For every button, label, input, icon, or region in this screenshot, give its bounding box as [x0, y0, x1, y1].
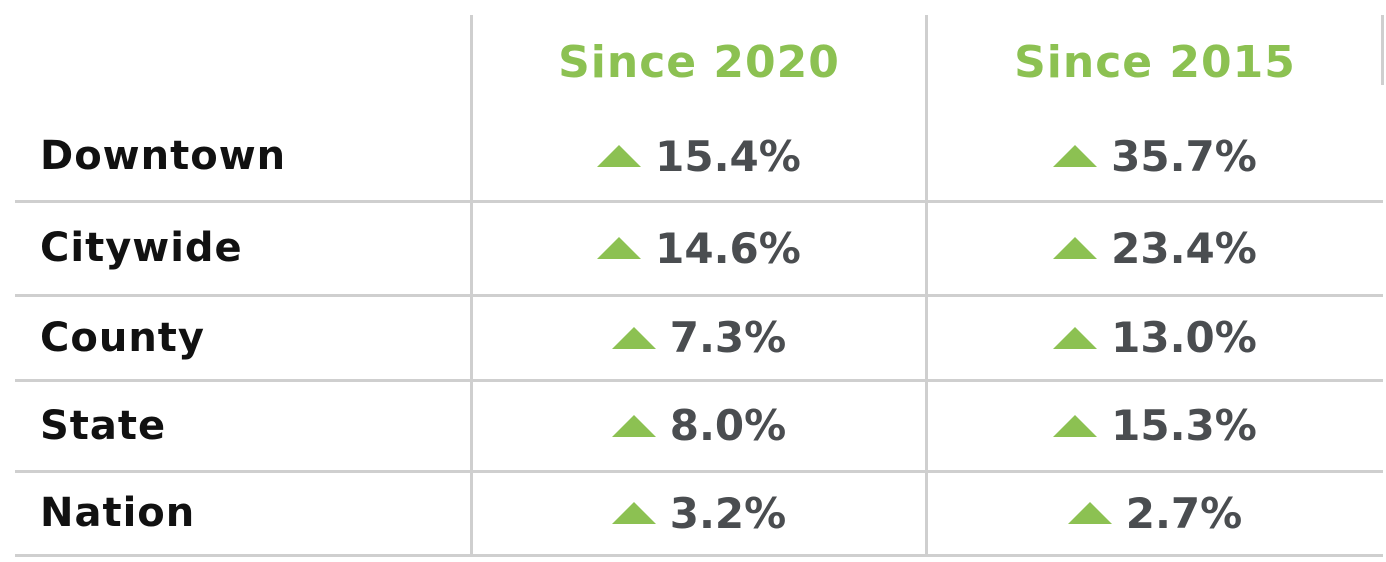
value-cell: 15.3% — [927, 381, 1383, 470]
up-arrow — [1067, 502, 1112, 524]
row-label: County — [40, 314, 205, 361]
value: 13.0% — [1111, 313, 1257, 362]
up-arrow — [1053, 145, 1098, 167]
value: 15.3% — [1111, 401, 1257, 450]
up-arrow — [1053, 237, 1098, 259]
row-label: Nation — [40, 490, 196, 536]
row-divider — [15, 200, 1383, 203]
up-arrow — [1053, 414, 1098, 437]
value-cell: 35.7% — [927, 112, 1383, 200]
value: 3.2% — [669, 488, 787, 538]
value: 15.4% — [655, 131, 801, 181]
row-divider — [15, 294, 1383, 297]
value: 8.0% — [669, 401, 787, 450]
row-divider — [15, 554, 1383, 557]
column-divider — [1381, 15, 1384, 85]
up-arrow — [611, 502, 656, 524]
row-divider — [15, 379, 1383, 382]
up-arrow — [611, 326, 656, 349]
value-cell: 7.3% — [472, 296, 926, 379]
up-arrow — [611, 414, 656, 437]
row-label: Downtown — [40, 133, 287, 179]
column-divider — [470, 15, 473, 555]
row-divider — [15, 470, 1383, 473]
up-arrow — [597, 237, 642, 259]
value: 35.7% — [1111, 131, 1257, 181]
value-cell: 15.4% — [472, 112, 926, 200]
value-cell: 13.0% — [927, 296, 1383, 379]
column-header: Since 2020 — [558, 36, 840, 88]
row-label: Citywide — [40, 225, 243, 271]
value: 2.7% — [1125, 488, 1243, 538]
value-cell: 8.0% — [472, 381, 926, 470]
value-cell: 3.2% — [472, 472, 926, 554]
value-cell: 23.4% — [927, 202, 1383, 294]
column-header: Since 2015 — [1014, 36, 1296, 88]
row-label: State — [40, 402, 167, 449]
value: 23.4% — [1111, 223, 1257, 273]
column-divider — [925, 15, 928, 555]
up-arrow — [1053, 326, 1098, 349]
value-cell: 14.6% — [472, 202, 926, 294]
value: 14.6% — [655, 223, 801, 273]
value: 7.3% — [669, 313, 787, 362]
up-arrow — [597, 145, 642, 167]
value-cell: 2.7% — [927, 472, 1383, 554]
